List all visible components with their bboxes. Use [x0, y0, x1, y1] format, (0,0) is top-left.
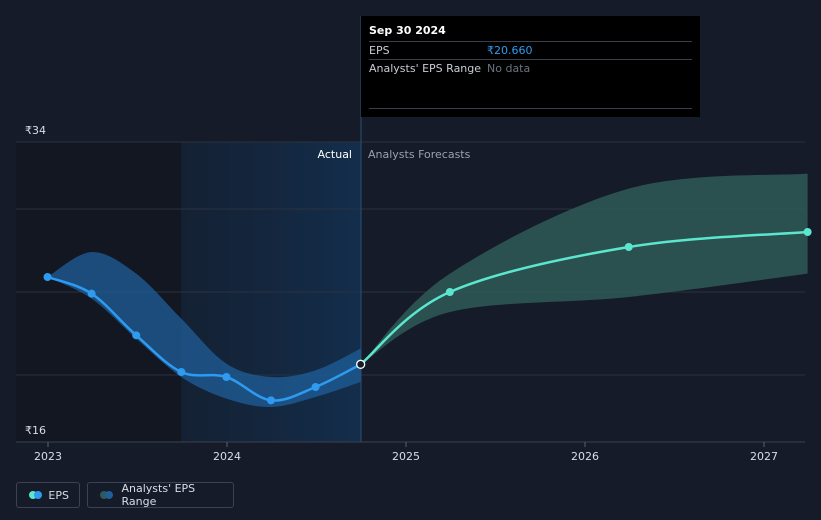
tooltip-date: Sep 30 2024	[369, 24, 446, 37]
x-tick-label: 2027	[750, 450, 778, 463]
x-axis-ticks: 2023 2024 2025 2026 2027	[34, 442, 778, 463]
tooltip-eps-value: ₹20.660	[487, 44, 533, 57]
x-tick-label: 2026	[571, 450, 599, 463]
eps-points	[43, 228, 812, 405]
eps-forecast-point	[445, 288, 454, 296]
eps-swatch-icon	[29, 491, 42, 499]
eps-actual-point	[266, 396, 275, 405]
eps-actual-point	[222, 373, 231, 381]
y-tick-label-bottom: ₹16	[25, 424, 46, 437]
tooltip-eps-label: EPS	[369, 44, 390, 57]
actual-region-label: Actual	[318, 148, 352, 161]
tooltip-range-value: No data	[487, 62, 531, 75]
data-tooltip: Sep 30 2024 EPS ₹20.660 Analysts' EPS Ra…	[361, 16, 700, 117]
eps-forecast-point	[624, 243, 633, 251]
legend-item-eps[interactable]: EPS	[16, 482, 80, 508]
x-tick-label: 2025	[392, 450, 420, 463]
tooltip-range-label: Analysts' EPS Range	[369, 62, 482, 75]
eps-lines	[47, 230, 808, 402]
eps-forecast-point	[803, 228, 812, 236]
eps-actual-point	[132, 331, 141, 340]
y-tick-label-top: ₹34	[25, 124, 46, 137]
range-swatch-icon	[100, 491, 115, 499]
legend-range-label: Analysts' EPS Range	[121, 482, 196, 508]
eps-range-bands	[47, 173, 808, 408]
tooltip-eps-row: EPS ₹20.660	[369, 41, 692, 59]
eps-actual-point	[43, 273, 52, 281]
eps-range-forecast-band	[360, 173, 808, 365]
eps-current-point	[356, 359, 366, 369]
tooltip-divider	[369, 108, 692, 109]
eps-range-actual-band	[47, 251, 361, 408]
x-tick-label: 2024	[213, 450, 241, 463]
eps-forecast-line	[359, 230, 808, 366]
eps-actual-point	[87, 289, 96, 298]
eps-actual-point	[177, 368, 186, 376]
x-tick-label: 2023	[34, 450, 62, 463]
legend-eps-label: EPS	[48, 488, 69, 502]
eps-actual-line	[47, 275, 362, 402]
legend-item-range[interactable]: Analysts' EPS Range	[87, 482, 234, 508]
eps-actual-point	[311, 383, 320, 391]
tooltip-range-row: Analysts' EPS Range No data	[369, 59, 692, 77]
forecast-region-label: Analysts Forecasts	[368, 148, 471, 161]
